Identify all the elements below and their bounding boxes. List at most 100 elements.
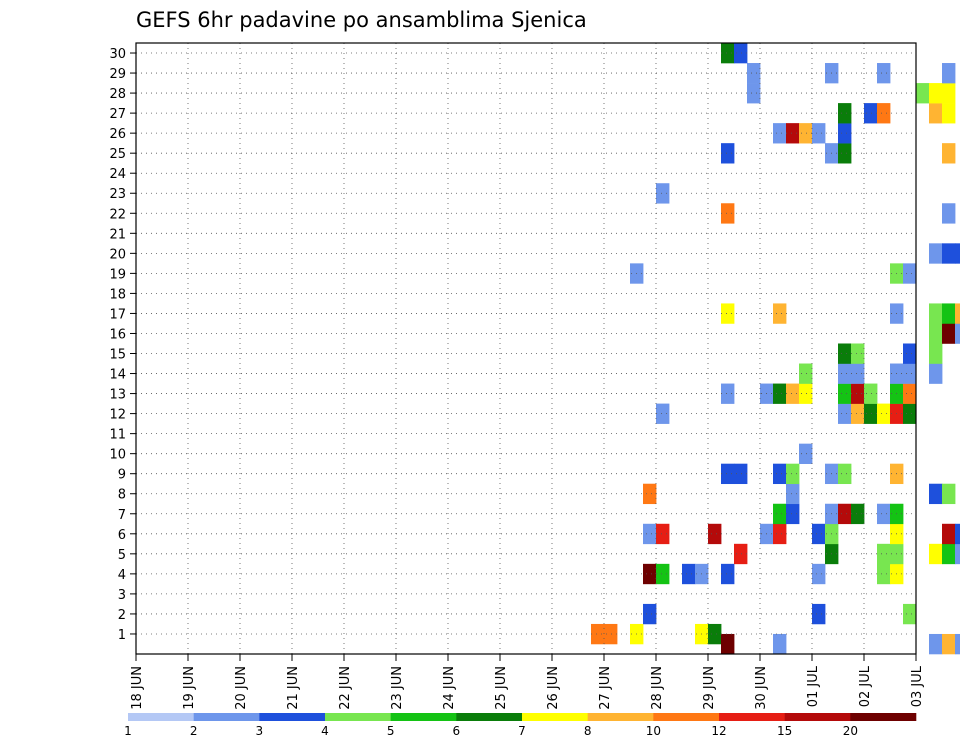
y-tick-label: 25 [109, 147, 126, 162]
x-tick-label: 19 JUN [182, 666, 197, 710]
legend-swatch [719, 713, 785, 721]
x-tick-label: 24 JUN [442, 666, 457, 710]
heatmap-cell [708, 623, 722, 645]
heatmap-cell [786, 123, 800, 144]
heatmap-cell [955, 243, 960, 264]
heatmap-cell [773, 303, 787, 324]
heatmap-cell [721, 633, 735, 655]
heatmap-cell [955, 523, 960, 545]
heatmap-cell [773, 383, 787, 404]
heatmap-cell [773, 503, 787, 525]
legend-label: 1 [124, 724, 132, 738]
heatmap-cell [877, 563, 891, 585]
heatmap-cell [734, 543, 748, 565]
heatmap-cell [851, 383, 865, 404]
heatmap-cell [929, 83, 943, 104]
heatmap-cell [812, 563, 826, 585]
heatmap-cell [903, 263, 917, 284]
y-tick-label: 17 [109, 307, 126, 322]
heatmap-cell [851, 503, 865, 525]
heatmap-cell [942, 63, 956, 84]
legend-swatch [390, 713, 457, 721]
heatmap-cell [656, 183, 670, 204]
heatmap-cell [929, 343, 943, 364]
heatmap-cell [721, 43, 735, 64]
legend-label: 6 [453, 724, 461, 738]
heatmap-cell [812, 603, 826, 625]
y-tick-label: 23 [109, 187, 126, 202]
y-tick-label: 13 [109, 388, 126, 403]
heatmap-cell [942, 83, 956, 104]
heatmap-cell [929, 243, 943, 264]
heatmap-cell [604, 623, 618, 645]
legend-swatch [850, 713, 917, 721]
x-tick-label: 22 JUN [338, 666, 353, 710]
heatmap-cell [773, 633, 787, 655]
heatmap-cell [877, 63, 891, 84]
x-tick-label: 20 JUN [234, 666, 249, 710]
heatmap-cell [721, 383, 735, 404]
legend-swatch [522, 713, 588, 721]
heatmap-cell [747, 63, 761, 84]
y-tick-label: 8 [118, 488, 126, 503]
x-tick-label: 27 JUN [598, 666, 613, 710]
heatmap-cell [799, 363, 813, 384]
heatmap-cell [903, 603, 917, 625]
y-tick-label: 4 [118, 568, 126, 583]
y-tick-label: 9 [118, 468, 126, 483]
heatmap-cell [942, 523, 956, 545]
y-tick-label: 6 [118, 528, 126, 543]
heatmap-cell [838, 363, 852, 384]
grid-layer [136, 43, 916, 654]
y-tick-label: 21 [109, 227, 126, 242]
heatmap-cell [838, 383, 852, 404]
heatmap-cell [942, 323, 956, 344]
heatmap-cell [786, 503, 800, 525]
heatmap-cell [851, 343, 865, 364]
heatmap-cell [955, 303, 960, 324]
y-axis: 1234567891011121314151617181920212223242… [109, 47, 136, 643]
legend-label: 4 [321, 724, 329, 738]
legend-label: 8 [584, 724, 592, 738]
plot-frame [135, 42, 917, 655]
legend-swatch [653, 713, 720, 721]
legend-swatch [128, 713, 194, 721]
legend-swatch [456, 713, 523, 721]
heatmap-cell [929, 303, 943, 324]
heatmap-cell [942, 543, 956, 565]
heatmap-cell [643, 603, 657, 625]
heatmap-cell [851, 363, 865, 384]
chart-title: GEFS 6hr padavine po ansamblima Sjenica [136, 8, 587, 32]
heatmap-cell [903, 403, 917, 424]
heatmap-cell [877, 403, 891, 424]
heatmap-cell [812, 523, 826, 545]
heatmap-cell [942, 103, 956, 124]
heatmap-cell [656, 403, 670, 424]
heatmap-cell [721, 143, 735, 164]
heatmap-cell [942, 203, 956, 224]
heatmap-cell [942, 303, 956, 324]
y-tick-label: 18 [109, 287, 126, 302]
heatmap-cell [786, 483, 800, 505]
legend-swatch [325, 713, 391, 721]
heatmap-cell [682, 563, 696, 585]
heatmap-cell [903, 363, 917, 384]
x-axis: 18 JUN 19 JUN 20 JUN 21 JUN 22 JUN 23 JUN 24 J… [130, 654, 925, 710]
heatmap-cell [929, 323, 943, 344]
heatmap-cell [929, 543, 943, 565]
y-tick-label: 29 [109, 67, 126, 82]
heatmap-cell [942, 143, 956, 164]
y-tick-label: 14 [109, 368, 126, 383]
y-tick-label: 26 [109, 127, 126, 142]
y-tick-label: 5 [118, 548, 126, 563]
heatmap-cell [929, 103, 943, 124]
heatmap-cell [877, 543, 891, 565]
heatmap-cell [903, 383, 917, 404]
heatmap-cell [773, 123, 787, 144]
y-tick-label: 11 [109, 428, 126, 443]
legend: 1 2 3 4 5 6 7 8 10 12 15 20 [124, 713, 917, 738]
y-tick-label: 24 [109, 167, 126, 182]
heatmap-cell [812, 123, 826, 144]
legend-label: 3 [256, 724, 264, 738]
x-tick-label: 21 JUN [286, 666, 301, 710]
